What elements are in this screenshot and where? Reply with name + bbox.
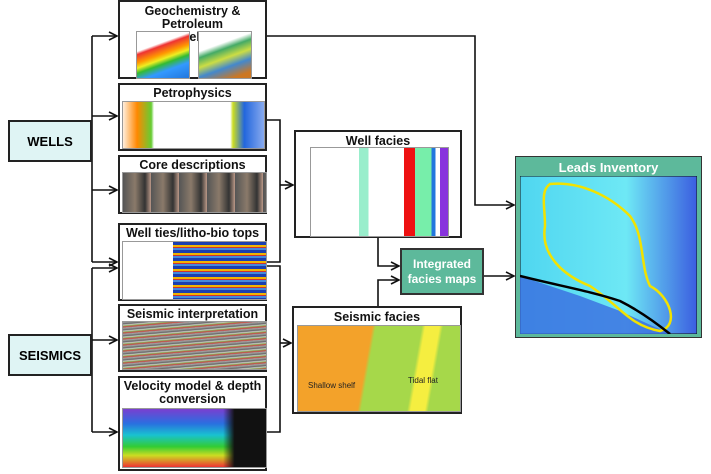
velocity-title: Velocity model & depth conversion	[123, 379, 262, 406]
well-ties-title: Well ties/litho-bio tops	[125, 226, 260, 240]
leads-inventory-box: Leads Inventory	[515, 156, 702, 338]
well-ties-image	[122, 241, 267, 300]
petrophysics-title: Petrophysics	[153, 86, 232, 100]
wells-label: WELLS	[27, 133, 73, 149]
velocity-model-image	[122, 408, 267, 468]
integrated-facies-maps-box: Integrated facies maps	[400, 248, 484, 295]
leads-map	[520, 176, 697, 334]
geochem-model-image	[136, 31, 190, 79]
well-facies-box: Well facies	[294, 130, 462, 238]
well-facies-log-image	[310, 147, 449, 237]
well-ties-module: Well ties/litho-bio tops	[118, 223, 267, 301]
seismic-facies-map: Shallow shelf Tidal flat	[297, 325, 461, 412]
seismics-source: SEISMICS	[8, 334, 92, 376]
integrated-label: Integrated facies maps	[407, 256, 477, 286]
seismics-label: SEISMICS	[18, 347, 82, 363]
leads-title: Leads Inventory	[558, 160, 659, 175]
seismic-facies-title: Seismic facies	[333, 310, 421, 324]
seismic-section-image	[122, 321, 267, 370]
core-title: Core descriptions	[139, 158, 246, 172]
tidal-flat-label: Tidal flat	[408, 376, 438, 385]
geochem-module: Geochemistry & Petroleum modelling	[118, 0, 267, 79]
petrophysics-module: Petrophysics	[118, 83, 267, 151]
velocity-model-module: Velocity model & depth conversion	[118, 376, 267, 471]
seismic-facies-box: Seismic facies Shallow shelf Tidal flat	[292, 306, 462, 414]
shallow-shelf-label: Shallow shelf	[308, 381, 356, 390]
petroleum-model-image	[198, 31, 252, 79]
seismic-interp-title: Seismic interpretation	[126, 307, 259, 321]
core-photos-image	[122, 172, 267, 213]
well-facies-title: Well facies	[345, 134, 411, 148]
wells-source: WELLS	[8, 120, 92, 162]
seismic-interpretation-module: Seismic interpretation	[118, 304, 267, 372]
core-descriptions-module: Core descriptions	[118, 155, 267, 214]
petrophysics-log-image	[122, 101, 265, 149]
